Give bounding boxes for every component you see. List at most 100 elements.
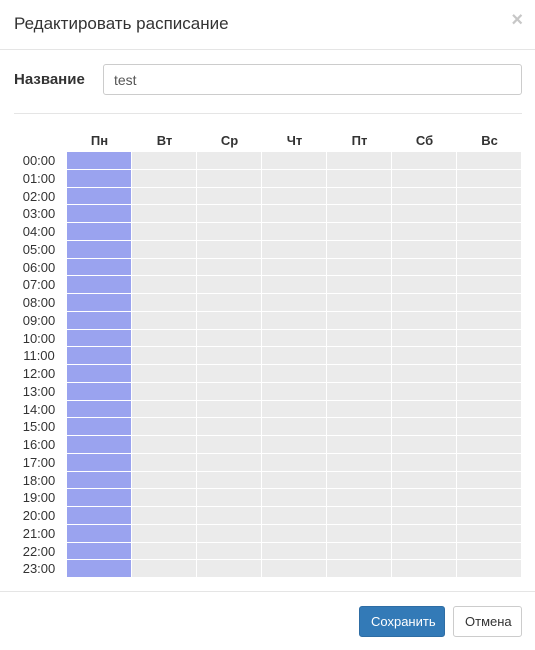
day-header[interactable]: Вт — [156, 133, 173, 148]
schedule-cell[interactable] — [327, 524, 391, 542]
schedule-cell[interactable] — [197, 187, 261, 205]
hour-label[interactable]: 21:00 — [22, 525, 56, 541]
schedule-cell[interactable] — [132, 258, 196, 276]
schedule-cell[interactable] — [392, 169, 456, 187]
schedule-cell[interactable] — [197, 382, 261, 400]
day-header[interactable]: Сб — [415, 133, 434, 148]
schedule-cell[interactable] — [262, 169, 326, 187]
schedule-cell[interactable] — [262, 347, 326, 364]
schedule-cell[interactable] — [67, 311, 131, 329]
schedule-cell[interactable] — [132, 240, 196, 258]
schedule-cell[interactable] — [327, 400, 391, 418]
schedule-cell[interactable] — [67, 152, 131, 169]
schedule-cell[interactable] — [392, 418, 456, 435]
schedule-cell[interactable] — [197, 169, 261, 187]
schedule-cell[interactable] — [457, 169, 521, 187]
schedule-cell[interactable] — [262, 187, 326, 205]
schedule-cell[interactable] — [197, 294, 261, 311]
schedule-cell[interactable] — [392, 489, 456, 506]
schedule-cell[interactable] — [457, 258, 521, 276]
schedule-cell[interactable] — [197, 524, 261, 542]
schedule-cell[interactable] — [132, 453, 196, 471]
schedule-cell[interactable] — [392, 365, 456, 382]
hour-label[interactable]: 07:00 — [22, 277, 56, 293]
schedule-cell[interactable] — [327, 169, 391, 187]
schedule-cell[interactable] — [392, 294, 456, 311]
schedule-cell[interactable] — [197, 542, 261, 560]
schedule-cell[interactable] — [262, 329, 326, 347]
schedule-cell[interactable] — [67, 205, 131, 222]
schedule-cell[interactable] — [327, 436, 391, 453]
hour-label[interactable]: 00:00 — [22, 153, 56, 168]
hour-label[interactable]: 15:00 — [22, 419, 56, 435]
schedule-cell[interactable] — [262, 152, 326, 169]
schedule-cell[interactable] — [197, 489, 261, 506]
schedule-cell[interactable] — [327, 382, 391, 400]
schedule-cell[interactable] — [327, 311, 391, 329]
schedule-cell[interactable] — [197, 453, 261, 471]
hour-label[interactable]: 02:00 — [22, 188, 56, 204]
schedule-cell[interactable] — [132, 152, 196, 169]
hour-label[interactable]: 12:00 — [22, 366, 56, 381]
save-button[interactable]: Сохранить — [359, 606, 445, 637]
schedule-cell[interactable] — [392, 240, 456, 258]
schedule-cell[interactable] — [132, 542, 196, 560]
hour-label[interactable]: 01:00 — [22, 170, 56, 186]
hour-label[interactable]: 14:00 — [22, 401, 56, 417]
schedule-cell[interactable] — [262, 205, 326, 222]
schedule-cell[interactable] — [132, 347, 196, 364]
schedule-cell[interactable] — [327, 418, 391, 435]
schedule-cell[interactable] — [132, 294, 196, 311]
schedule-cell[interactable] — [457, 542, 521, 560]
schedule-cell[interactable] — [327, 223, 391, 240]
schedule-cell[interactable] — [262, 436, 326, 453]
schedule-cell[interactable] — [67, 329, 131, 347]
schedule-cell[interactable] — [327, 152, 391, 169]
schedule-cell[interactable] — [67, 240, 131, 258]
schedule-cell[interactable] — [392, 560, 456, 577]
schedule-cell[interactable] — [262, 507, 326, 524]
schedule-cell[interactable] — [457, 560, 521, 577]
schedule-cell[interactable] — [67, 347, 131, 364]
schedule-cell[interactable] — [67, 560, 131, 577]
schedule-cell[interactable] — [197, 507, 261, 524]
schedule-cell[interactable] — [327, 365, 391, 382]
schedule-cell[interactable] — [392, 436, 456, 453]
schedule-cell[interactable] — [197, 258, 261, 276]
schedule-cell[interactable] — [67, 187, 131, 205]
schedule-cell[interactable] — [457, 400, 521, 418]
schedule-cell[interactable] — [197, 276, 261, 293]
schedule-cell[interactable] — [262, 542, 326, 560]
schedule-cell[interactable] — [392, 152, 456, 169]
schedule-cell[interactable] — [197, 223, 261, 240]
schedule-cell[interactable] — [327, 347, 391, 364]
schedule-cell[interactable] — [197, 400, 261, 418]
schedule-cell[interactable] — [132, 560, 196, 577]
schedule-cell[interactable] — [67, 436, 131, 453]
schedule-cell[interactable] — [262, 311, 326, 329]
day-header[interactable]: Вс — [481, 133, 498, 148]
schedule-cell[interactable] — [67, 169, 131, 187]
schedule-cell[interactable] — [457, 507, 521, 524]
schedule-cell[interactable] — [392, 524, 456, 542]
schedule-cell[interactable] — [327, 471, 391, 489]
hour-label[interactable]: 13:00 — [22, 383, 56, 399]
schedule-cell[interactable] — [457, 418, 521, 435]
schedule-cell[interactable] — [67, 365, 131, 382]
schedule-cell[interactable] — [132, 471, 196, 489]
schedule-cell[interactable] — [197, 240, 261, 258]
schedule-cell[interactable] — [457, 524, 521, 542]
schedule-cell[interactable] — [392, 276, 456, 293]
hour-label[interactable]: 03:00 — [22, 206, 56, 222]
schedule-cell[interactable] — [262, 276, 326, 293]
schedule-cell[interactable] — [392, 382, 456, 400]
schedule-cell[interactable] — [392, 187, 456, 205]
schedule-cell[interactable] — [197, 436, 261, 453]
schedule-cell[interactable] — [197, 329, 261, 347]
schedule-cell[interactable] — [67, 400, 131, 418]
schedule-cell[interactable] — [67, 382, 131, 400]
schedule-cell[interactable] — [262, 560, 326, 577]
schedule-cell[interactable] — [392, 223, 456, 240]
hour-label[interactable]: 05:00 — [22, 241, 56, 257]
schedule-cell[interactable] — [132, 329, 196, 347]
